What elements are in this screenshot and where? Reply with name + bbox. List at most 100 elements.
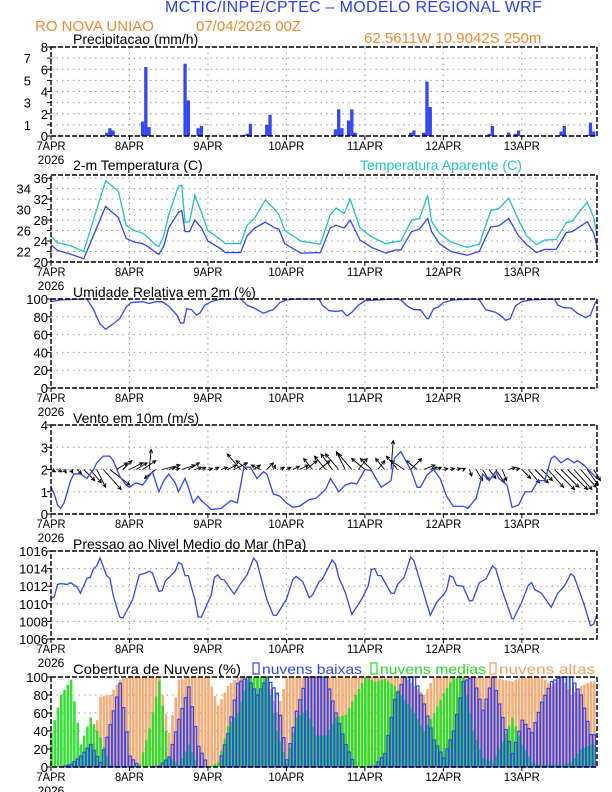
cloud-bar-nuvens-altas	[109, 695, 112, 767]
cloud-bar-nuvens-altas	[576, 689, 580, 767]
cloud-bar-nuvens-medias	[282, 752, 285, 767]
cloud-bar-nuvens-altas	[471, 677, 475, 767]
precip-bar	[144, 67, 148, 136]
legend-swatch	[252, 662, 260, 675]
cloud-bar-nuvens-altas	[279, 701, 282, 767]
cloud-bar-nuvens-medias	[390, 683, 393, 767]
wind-vector-arrow	[102, 469, 122, 491]
cloud-bar-nuvens-medias	[246, 678, 249, 767]
x-tick-label: 8APR	[115, 770, 144, 784]
panel-frame	[50, 550, 598, 640]
wind-vector-arrow	[547, 469, 565, 489]
wind-vector-arrow	[430, 466, 438, 471]
cloud-bar-nuvens-medias	[86, 726, 89, 767]
cloud-bar-nuvens-medias	[138, 764, 142, 767]
cloud-bar-nuvens-altas	[200, 677, 204, 767]
cloud-bar-nuvens-medias	[566, 763, 570, 767]
cloud-bar-nuvens-medias	[560, 765, 563, 767]
wind-vector-arrow	[443, 467, 449, 472]
cloud-bar-nuvens-medias	[82, 735, 86, 767]
wind-vector-arrow	[468, 469, 473, 478]
wind-vector-arrow	[374, 457, 385, 470]
cloud-bar-nuvens-baixas	[497, 703, 502, 768]
cloud-bar-nuvens-altas	[288, 677, 292, 767]
cloud-bar-nuvens-altas	[216, 705, 220, 767]
cloud-bar-nuvens-medias	[76, 722, 79, 767]
wind-vector-arrow	[214, 466, 220, 471]
precip-bar	[487, 133, 491, 136]
cloud-bar-nuvens-medias	[563, 764, 567, 767]
cloud-bar-nuvens-medias	[272, 713, 276, 767]
precip-bar	[350, 109, 354, 136]
cloud-bar-nuvens-medias	[174, 762, 178, 767]
cloud-bar-nuvens-baixas	[399, 683, 404, 768]
cloud-bar-nuvens-medias	[213, 764, 217, 767]
cloud-bar-nuvens-altas	[102, 696, 106, 767]
cloud-bar-nuvens-medias	[60, 695, 63, 767]
year-label: 2026	[38, 279, 65, 293]
wind-vector-arrow	[250, 464, 261, 470]
cloud-bar-nuvens-medias	[370, 680, 374, 767]
cloud-bar-nuvens-medias	[380, 679, 384, 767]
wind-vector-arrow	[253, 464, 262, 470]
cloud-bar-nuvens-baixas	[160, 762, 165, 768]
cloud-bar-nuvens-medias	[426, 725, 429, 767]
cloud-bar-nuvens-altas	[315, 677, 318, 767]
wind-vector-arrow	[62, 468, 67, 474]
cloud-bar-nuvens-medias	[517, 735, 521, 767]
cloud-bar-nuvens-altas	[105, 695, 109, 767]
cloud-bar-nuvens-baixas	[301, 687, 306, 768]
wind-vector-arrow	[194, 466, 203, 471]
cloud-bar-nuvens-altas	[501, 679, 504, 767]
wind-vector-arrow	[116, 462, 129, 470]
precip-bar	[183, 63, 187, 136]
cloud-bar-nuvens-medias	[171, 759, 174, 767]
cloud-bar-nuvens-medias	[570, 762, 573, 767]
cloud-bar-nuvens-medias	[167, 756, 171, 767]
main-title: MCTIC/INPE/CPTEC – MODELO REGIONAL WRF	[165, 0, 543, 16]
apparent-temperature-line	[50, 179, 598, 253]
y-tick-label: 1	[41, 485, 48, 500]
cloud-bar-nuvens-medias	[305, 710, 308, 767]
cloud-bar-nuvens-medias	[259, 677, 263, 767]
cloud-bar-nuvens-medias	[556, 764, 560, 767]
y-tick-label: 20	[34, 255, 48, 270]
cloud-bar-nuvens-altas	[328, 677, 331, 767]
precip-bar	[340, 128, 344, 136]
x-tick-label: 9APR	[193, 642, 222, 656]
y-tick-label: 3	[41, 440, 48, 455]
wind-vector-arrow	[201, 466, 207, 471]
cloud-bar-nuvens-medias	[331, 723, 334, 767]
y-tick-label: 80	[34, 688, 48, 703]
cloud-bar-nuvens-medias	[383, 678, 387, 767]
panel-title: Umidade Relativa em 2m (%)	[73, 284, 256, 300]
x-tick-label: 7APR	[37, 265, 66, 279]
cloud-bar-nuvens-altas	[99, 696, 102, 767]
cloud-bar-nuvens-altas	[171, 715, 174, 767]
cloud-bar-nuvens-baixas	[98, 761, 103, 768]
cloud-bar-nuvens-altas	[223, 692, 227, 767]
wind-vector-arrow	[299, 464, 310, 470]
y-tick-label: 24	[34, 234, 48, 249]
wind-vector-arrow	[320, 453, 333, 470]
wind-vector-arrow	[436, 466, 443, 471]
pressure-line	[50, 555, 598, 627]
cloud-bar-nuvens-medias	[164, 731, 168, 767]
y-tick-label: 100	[26, 670, 48, 685]
wind-vector-arrow	[303, 457, 313, 470]
cloud-bar-nuvens-medias	[550, 764, 554, 767]
x-tick-label: 9APR	[193, 391, 222, 405]
y-tick-label: 3	[24, 96, 31, 111]
panel-frame	[50, 676, 598, 768]
wind-vector-arrow	[57, 468, 63, 473]
cloud-bar-nuvens-medias	[429, 719, 433, 767]
cloud-bar-nuvens-altas	[115, 684, 119, 767]
x-tick-label: 7APR	[37, 770, 66, 784]
cloud-bar-nuvens-medias	[491, 762, 495, 767]
precip-bar	[333, 129, 338, 136]
cloud-bar-nuvens-baixas	[167, 756, 172, 768]
cloud-bar-nuvens-baixas	[350, 758, 355, 768]
wind-vector-arrow	[96, 469, 107, 489]
cloud-bar-nuvens-medias	[295, 717, 299, 767]
cloud-bar-nuvens-altas	[321, 677, 325, 767]
